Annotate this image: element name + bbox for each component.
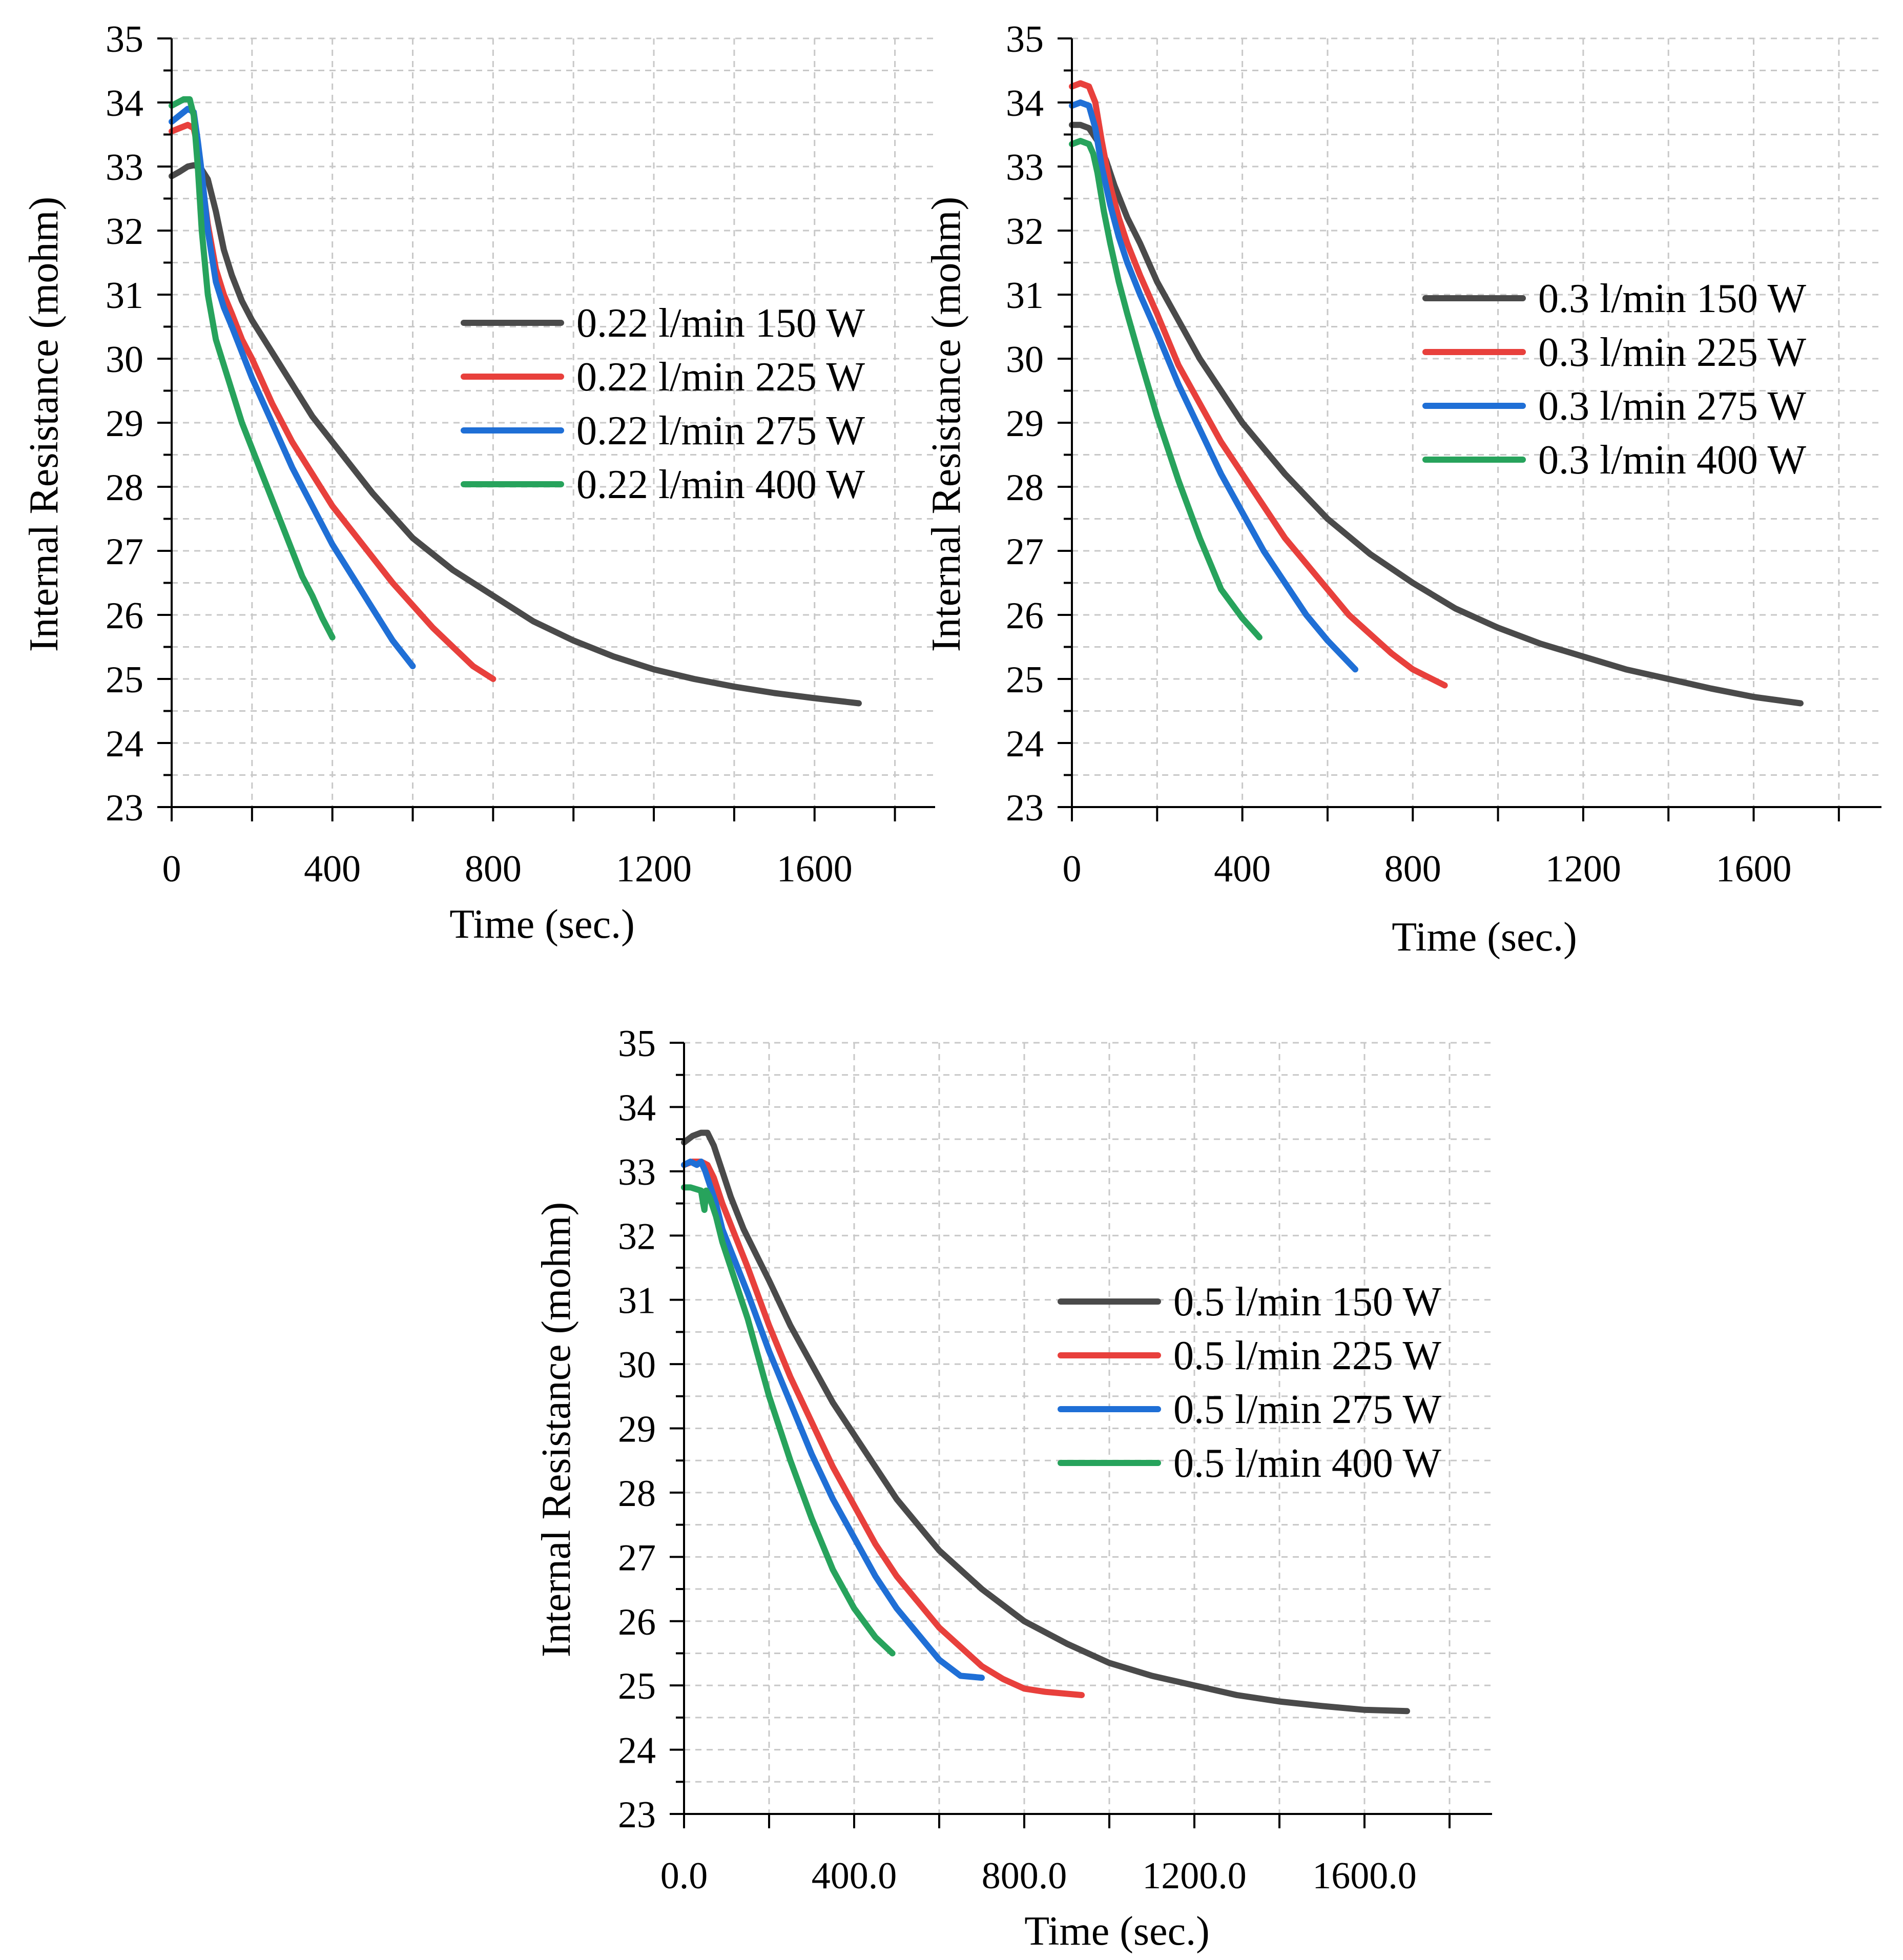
- y-tick-label: 27: [106, 531, 143, 573]
- x-axis-title: Time (sec.): [1024, 1909, 1209, 1954]
- series-lines: [169, 96, 862, 707]
- y-tick-label: 33: [618, 1151, 656, 1193]
- x-tick-label: 1200.0: [1142, 1855, 1247, 1897]
- tick-labels: 23 24 25 26 27 28 29 30 31 32 33 34 35 0.0 400.0 800.0 1…: [618, 1023, 1417, 1897]
- tick-labels: 23 24 25 26 27 28 29 30 31 32 33 34 35 0 400 800 1200 160…: [106, 18, 853, 890]
- y-tick-label: 24: [106, 723, 143, 765]
- y-tick-label: 30: [106, 339, 143, 381]
- x-tick-label: 800: [1384, 848, 1441, 890]
- x-tick-label: 0.0: [660, 1855, 708, 1897]
- y-tick-label: 29: [618, 1409, 656, 1451]
- legend: 0.3 l/min 150 W 0.3 l/min 225 W 0.3 l/min …: [1422, 276, 1806, 483]
- chart-panel-3: 23 24 25 26 27 28 29 30 31 32 33 34 35 0.0 400.0 800.0 1…: [534, 1023, 1492, 1954]
- legend-label: 0.3 l/min 150 W: [1538, 276, 1806, 321]
- y-tick-label: 25: [618, 1665, 656, 1707]
- y-tick-label: 35: [1006, 18, 1044, 60]
- y-tick-label: 28: [618, 1473, 656, 1515]
- axes: [157, 37, 935, 821]
- legend-label: 0.22 l/min 150 W: [576, 301, 865, 346]
- y-tick-label: 31: [1006, 275, 1044, 317]
- y-tick-label: 35: [106, 18, 143, 60]
- y-axis-title: Internal Resistance (mohm): [22, 197, 67, 652]
- legend-label: 0.22 l/min 275 W: [576, 408, 865, 453]
- x-tick-label: 1600: [1716, 848, 1792, 890]
- x-tick-label: 800: [465, 848, 522, 890]
- y-tick-label: 26: [106, 595, 143, 637]
- x-tick-label: 400: [1214, 848, 1271, 890]
- x-axis-title: Time (sec.): [1392, 915, 1577, 960]
- y-tick-label: 29: [106, 403, 143, 445]
- y-tick-label: 30: [1006, 339, 1044, 381]
- x-tick-label: 1600: [777, 848, 853, 890]
- series-lines: [1069, 80, 1804, 707]
- series-line-400W: [681, 1184, 896, 1657]
- series-line-275W: [681, 1159, 985, 1681]
- y-tick-label: 23: [106, 787, 143, 829]
- y-tick-label: 25: [1006, 659, 1044, 701]
- gridlines: [1072, 37, 1881, 808]
- series-lines: [681, 1129, 1410, 1715]
- x-tick-label: 400.0: [812, 1855, 897, 1897]
- legend-label: 0.5 l/min 400 W: [1173, 1441, 1441, 1486]
- series-line-225W: [1069, 80, 1448, 689]
- y-tick-label: 32: [618, 1215, 656, 1257]
- x-axis-title: Time (sec.): [449, 902, 634, 947]
- legend: 0.22 l/min 150 W 0.22 l/min 225 W 0.22 l/m…: [461, 301, 865, 507]
- x-tick-label: 1600.0: [1312, 1855, 1417, 1897]
- axes: [670, 1042, 1492, 1828]
- legend-label: 0.22 l/min 400 W: [576, 462, 865, 507]
- series-line-150W: [681, 1129, 1410, 1715]
- y-tick-label: 29: [1006, 403, 1044, 445]
- x-tick-label: 0: [1063, 848, 1082, 890]
- y-tick-label: 31: [618, 1280, 656, 1322]
- y-tick-label: 32: [106, 211, 143, 253]
- y-tick-label: 34: [1006, 82, 1044, 125]
- y-tick-label: 33: [106, 147, 143, 189]
- series-line-225W: [681, 1159, 1085, 1698]
- series-line-400W: [169, 96, 336, 641]
- legend-label: 0.22 l/min 225 W: [576, 355, 865, 400]
- y-tick-label: 28: [106, 467, 143, 509]
- y-tick-label: 23: [1006, 787, 1044, 829]
- y-tick-label: 30: [618, 1344, 656, 1386]
- y-tick-label: 24: [618, 1730, 656, 1772]
- legend-label: 0.5 l/min 225 W: [1173, 1333, 1441, 1378]
- legend-label: 0.3 l/min 275 W: [1538, 384, 1806, 429]
- y-tick-label: 32: [1006, 211, 1044, 253]
- y-tick-label: 34: [618, 1087, 656, 1129]
- series-line-275W: [1069, 99, 1358, 673]
- tick-labels: 23 24 25 26 27 28 29 30 31 32 33 34 35 0 400 800 1200 160…: [1006, 18, 1792, 890]
- legend-label: 0.3 l/min 225 W: [1538, 330, 1806, 375]
- legend-label: 0.3 l/min 400 W: [1538, 438, 1806, 483]
- y-tick-label: 27: [1006, 531, 1044, 573]
- chart-panel-2: 23 24 25 26 27 28 29 30 31 32 33 34 35 0 400 800 1200 160…: [924, 18, 1881, 960]
- legend-label: 0.5 l/min 275 W: [1173, 1387, 1441, 1432]
- y-axis-title: Internal Resistance (mohm): [924, 197, 969, 652]
- legend: 0.5 l/min 150 W 0.5 l/min 225 W 0.5 l/min …: [1058, 1280, 1441, 1486]
- y-tick-label: 24: [1006, 723, 1044, 765]
- y-tick-label: 34: [106, 82, 143, 125]
- y-tick-label: 31: [106, 275, 143, 317]
- y-axis-title: Internal Resistance (mohm): [534, 1202, 579, 1658]
- y-tick-label: 23: [618, 1794, 656, 1836]
- y-tick-label: 27: [618, 1537, 656, 1579]
- x-tick-label: 800.0: [982, 1855, 1067, 1897]
- y-tick-label: 26: [1006, 595, 1044, 637]
- x-tick-label: 0: [162, 848, 181, 890]
- y-tick-label: 25: [106, 659, 143, 701]
- axes: [1058, 37, 1881, 821]
- x-tick-label: 1200: [616, 848, 692, 890]
- x-tick-label: 1200: [1545, 848, 1621, 890]
- series-line-400W: [1069, 138, 1263, 641]
- x-tick-label: 400: [304, 848, 361, 890]
- y-tick-label: 33: [1006, 147, 1044, 189]
- y-tick-label: 26: [618, 1601, 656, 1643]
- y-tick-label: 35: [618, 1023, 656, 1065]
- y-tick-label: 28: [1006, 467, 1044, 509]
- legend-label: 0.5 l/min 150 W: [1173, 1280, 1441, 1325]
- chart-panel-1: 23 24 25 26 27 28 29 30 31 32 33 34 35 0 400 800 1200 160…: [22, 18, 935, 947]
